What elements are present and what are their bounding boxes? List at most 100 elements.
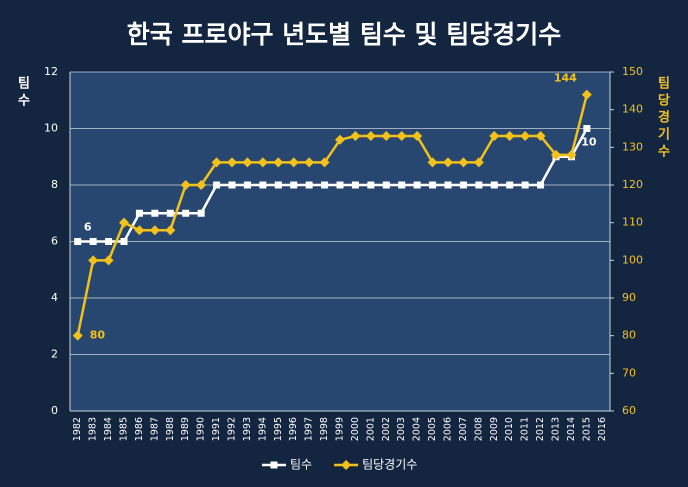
point: [288, 157, 299, 168]
x-tick-label: 2011: [520, 417, 531, 441]
x-tick-label: 1988: [165, 417, 176, 441]
point: [583, 125, 591, 132]
point: [520, 131, 531, 142]
point: [473, 157, 484, 168]
x-tick-label: 1986: [134, 417, 145, 441]
y-axis-title: 팀수: [15, 76, 30, 110]
x-tick-label: 1985: [119, 417, 130, 441]
point: [351, 181, 359, 189]
chart-title: 한국 프로야구 년도별 팀수 및 팀당경기수: [127, 20, 562, 49]
point: [427, 157, 438, 168]
y2-tick-label: 90: [622, 291, 636, 304]
legend-label: 팀당경기수: [362, 458, 417, 472]
point: [319, 157, 330, 168]
x-tick-label: 2012: [535, 417, 546, 441]
x-tick-label: 2004: [412, 417, 423, 441]
point: [74, 238, 82, 245]
point: [459, 181, 467, 189]
point: [105, 238, 113, 245]
x-tick-label: 1990: [196, 417, 207, 441]
legend-marker: [341, 460, 352, 470]
point: [336, 181, 344, 189]
point: [211, 157, 222, 168]
point: [396, 131, 407, 142]
point: [489, 131, 500, 142]
y2-tick-label: 60: [622, 404, 636, 417]
x-tick-label: 1982: [72, 417, 83, 441]
x-tick-label: 2014: [566, 417, 577, 441]
x-tick-label: 2006: [443, 417, 454, 441]
y2-tick-label: 80: [622, 329, 636, 342]
y2-tick-label: 130: [622, 140, 643, 153]
point: [196, 180, 207, 190]
point: [350, 131, 361, 142]
point: [490, 181, 498, 189]
point: [475, 181, 483, 189]
point: [227, 157, 237, 168]
x-tick-label: 1983: [88, 417, 99, 441]
point: [504, 131, 515, 142]
point: [165, 225, 176, 236]
point: [166, 209, 174, 217]
x-tick-label: 2007: [458, 417, 469, 441]
point: [273, 157, 284, 168]
point: [88, 255, 99, 266]
series-line: [77, 127, 588, 243]
x-tick-label: 1984: [103, 417, 114, 441]
x-tick-label: 1989: [180, 417, 191, 441]
x-tick-label: 1991: [211, 417, 222, 441]
point: [413, 181, 421, 189]
data-label: 10: [581, 136, 597, 149]
y2-tick-label: 100: [622, 253, 643, 266]
point: [581, 89, 592, 100]
y-tick-label: 0: [51, 404, 58, 417]
x-tick-label: 2008: [473, 417, 484, 441]
y2-axis-title: 팀당경기수: [655, 76, 670, 161]
point: [134, 225, 145, 236]
point: [535, 131, 546, 142]
x-tick-label: 2001: [365, 417, 376, 441]
x-tick-label: 2016: [597, 417, 608, 441]
point: [444, 181, 452, 189]
data-label: 6: [84, 221, 92, 234]
point: [290, 181, 298, 189]
x-tick-label: 2013: [551, 417, 562, 441]
y-tick-label: 8: [51, 178, 58, 191]
x-tick-label: 2002: [381, 417, 392, 441]
point: [429, 181, 437, 189]
point: [335, 134, 345, 145]
point: [321, 181, 329, 189]
point: [537, 181, 545, 189]
point: [304, 157, 315, 168]
point: [458, 157, 469, 168]
x-tick-label: 2009: [489, 417, 500, 441]
legend-label: 팀수: [290, 458, 312, 472]
y-tick-label: 12: [44, 65, 58, 78]
point: [551, 149, 561, 160]
point: [365, 131, 376, 142]
point: [135, 209, 143, 217]
point: [382, 181, 390, 189]
y2-tick-label: 110: [622, 216, 643, 229]
x-tick-label: 1987: [149, 417, 160, 441]
point: [89, 238, 97, 245]
point: [257, 157, 268, 168]
point: [103, 255, 114, 266]
point: [180, 180, 191, 190]
x-tick-label: 1995: [273, 417, 284, 441]
point: [197, 209, 205, 217]
point: [506, 181, 514, 189]
point: [182, 209, 190, 217]
point: [443, 157, 453, 168]
point: [243, 181, 251, 189]
x-tick-label: 1998: [319, 417, 330, 441]
point: [305, 181, 313, 189]
data-label: 144: [554, 72, 577, 85]
x-tick-label: 1997: [304, 417, 315, 441]
x-tick-label: 1996: [288, 417, 299, 441]
point: [213, 181, 221, 189]
point: [72, 330, 83, 341]
x-tick-label: 2003: [396, 417, 407, 441]
point: [228, 181, 236, 189]
